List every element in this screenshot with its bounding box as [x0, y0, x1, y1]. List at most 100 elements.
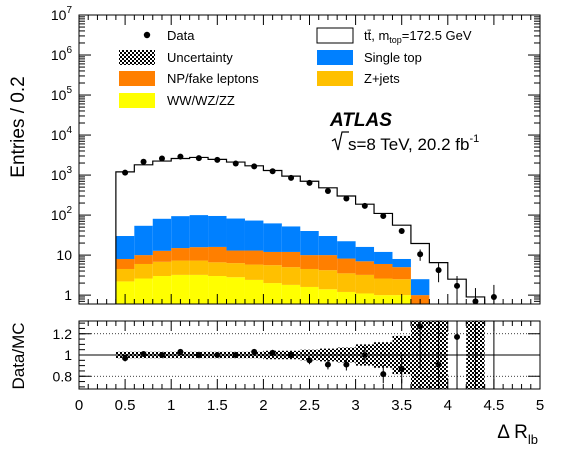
bar-single-top-bin-12 [337, 241, 356, 259]
main-y-axis-title: Entries / 0.2 [8, 76, 29, 177]
bar-z-jets-bin-6 [226, 263, 245, 278]
main-y-tick-label: 104 [51, 125, 73, 143]
ratio-data-points [122, 321, 495, 401]
ratio-point [158, 352, 165, 358]
bar-ww-wz-zz-bin-12 [337, 291, 356, 304]
data-point [380, 212, 387, 219]
bar-z-jets-bin-12 [337, 273, 356, 292]
bar-ww-wz-zz-bin-8 [263, 283, 282, 304]
ratio-y-tick-label: 1.2 [53, 326, 73, 342]
legend-np-fake-label: NP/fake leptons [167, 71, 259, 86]
bar-np-fake-leptons-bin-10 [300, 255, 319, 269]
ratio-y-tick-label: 0.8 [53, 368, 73, 384]
bar-np-fake-leptons-bin-7 [244, 250, 264, 265]
ratio-point [288, 352, 295, 358]
legend-zjets-label: Z+jets [364, 71, 400, 86]
bar-z-jets-bin-13 [355, 274, 375, 294]
bar-ww-wz-zz-bin-11 [318, 289, 338, 304]
ratio-point [398, 365, 405, 372]
ratio-point [454, 333, 461, 340]
bar-ww-wz-zz-bin-4 [189, 274, 209, 304]
ratio-point [472, 395, 478, 401]
legend-zjets-swatch [317, 71, 353, 86]
ratio-point [177, 348, 184, 355]
bar-single-top-bin-1 [134, 225, 153, 256]
ratio-point [195, 352, 202, 358]
bar-single-top-bin-10 [300, 231, 319, 256]
bar-single-top-bin-13 [355, 246, 375, 262]
bar-ww-wz-zz-bin-2 [152, 276, 172, 304]
legend-diboson-swatch [119, 93, 155, 108]
legend-single-top-swatch [317, 50, 353, 65]
ratio-point [435, 361, 442, 368]
main-y-tick-label: 107 [51, 5, 73, 23]
bar-np-fake-leptons-bin-9 [281, 251, 301, 268]
bar-single-top-bin-7 [244, 220, 264, 251]
bar-ww-wz-zz-bin-7 [244, 279, 264, 304]
bar-single-top-bin-9 [281, 226, 301, 252]
energy-lumi-label: s=8 TeV, 20.2 fb-1 [331, 131, 479, 154]
x-tick-label: 4.5 [483, 397, 504, 414]
data-point [140, 158, 147, 165]
main-y-axis: 1 10 102 103 104 105 106 107 [51, 5, 540, 305]
bar-single-top-bin-6 [226, 218, 245, 251]
legend-entry-np-fake: NP/fake leptons [119, 71, 259, 86]
data-point [122, 169, 129, 176]
ratio-point [417, 323, 424, 330]
x-axis-title: Δ Rlb [497, 422, 538, 447]
main-panel: 1 10 102 103 104 105 106 107 Entries / 0.2 [8, 5, 541, 305]
bar-z-jets-bin-5 [208, 262, 227, 277]
ratio-point [324, 361, 331, 368]
x-tick-label: 5 [536, 397, 544, 414]
main-x-ticks [78, 15, 541, 304]
legend-entry-diboson: WW/WZ/ZZ [119, 93, 235, 108]
bar-ww-wz-zz-bin-6 [226, 277, 245, 304]
data-point [324, 187, 331, 194]
data-point [288, 174, 295, 181]
sqrt-symbol [331, 131, 349, 151]
bar-z-jets-bin-0 [115, 268, 135, 282]
bar-z-jets-bin-8 [263, 265, 282, 284]
bar-z-jets-bin-1 [134, 263, 153, 279]
bar-z-jets-bin-11 [318, 270, 338, 290]
ratio-x-axis: 0 0.5 1 1.5 2 2.5 3 3.5 4 4.5 5 [75, 321, 544, 414]
legend-entry-ttbar: tt̄, mtop=172.5 GeV [316, 27, 472, 45]
legend-ttbar-swatch [316, 27, 354, 44]
bar-single-top-bin-8 [263, 223, 282, 252]
atlas-label: ATLAS [329, 110, 392, 131]
bar-single-top-bin-3 [171, 216, 190, 249]
ratio-point [380, 371, 387, 378]
legend-diboson-label: WW/WZ/ZZ [167, 93, 235, 108]
bar-np-fake-leptons-bin-2 [152, 250, 172, 262]
data-point [306, 179, 313, 186]
x-tick-label: 3 [351, 397, 359, 414]
bar-np-fake-leptons-bin-1 [134, 255, 153, 264]
bar-np-fake-leptons-bin-0 [115, 258, 135, 269]
data-point [454, 282, 461, 289]
bar-z-jets-bin-14 [374, 278, 393, 296]
bar-ww-wz-zz-bin-1 [134, 278, 153, 304]
bar-z-jets-bin-9 [281, 267, 301, 285]
bar-np-fake-leptons-bin-14 [374, 263, 393, 279]
data-point [269, 168, 276, 175]
legend-uncertainty-swatch [119, 50, 155, 65]
x-tick-label: 1 [167, 397, 175, 414]
main-y-tick-label: 102 [51, 205, 73, 223]
x-tick-label: 4 [444, 397, 452, 414]
ratio-y-axis: 0.8 1 1.2 [53, 322, 540, 388]
x-tick-label: 0.5 [115, 397, 136, 414]
bar-single-top-bin-11 [318, 236, 338, 256]
bar-single-top-bin-2 [152, 218, 172, 251]
data-point [361, 202, 368, 209]
legend-data-marker [143, 31, 151, 39]
main-y-tick-label: 103 [51, 165, 73, 183]
main-y-tick-label: 1 [64, 287, 72, 303]
bar-single-top-bin-5 [208, 215, 227, 247]
data-point [417, 251, 424, 258]
data-point [158, 155, 165, 162]
bar-z-jets-bin-3 [171, 260, 190, 275]
bar-single-top-bin-16 [410, 279, 430, 296]
legend-np-fake-swatch [119, 71, 155, 86]
bar-np-fake-leptons-bin-6 [226, 250, 245, 264]
